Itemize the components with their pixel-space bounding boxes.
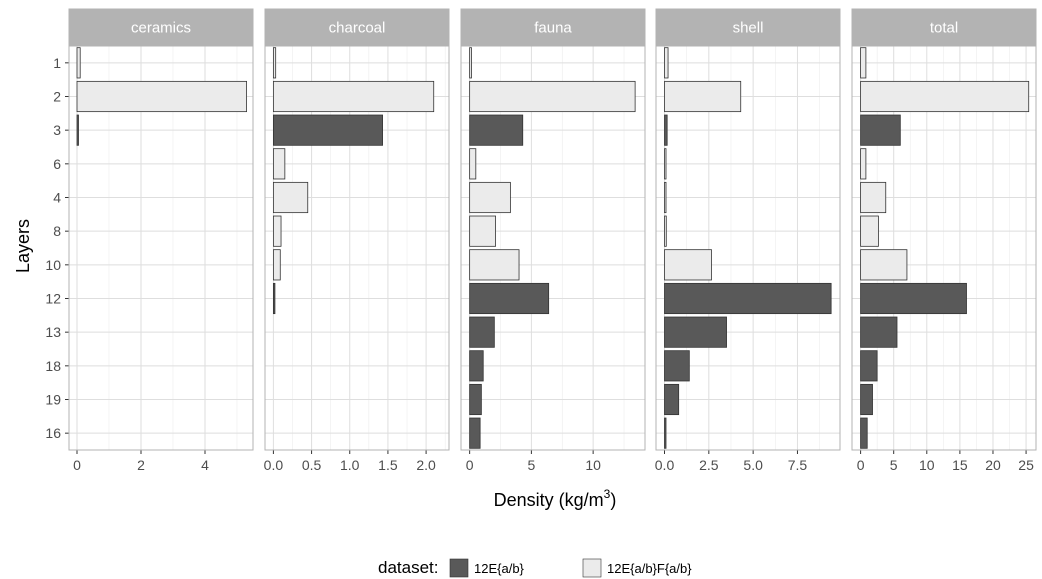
bar-charcoal-12 — [273, 283, 275, 313]
bar-fauna-12 — [470, 283, 549, 313]
bar-total-8 — [861, 216, 879, 246]
facet-panel-charcoal: charcoal 0.0 0.5 1.0 1.5 2.0 — [264, 9, 449, 473]
bar-charcoal-4 — [273, 182, 307, 212]
bar-fauna-8 — [470, 216, 496, 246]
y-tick-label: 2 — [53, 89, 61, 105]
x-tick-label: 2.5 — [699, 457, 719, 473]
facet-strip-label: fauna — [534, 20, 572, 37]
y-tick-label: 12 — [45, 291, 61, 307]
y-tick-label: 19 — [45, 392, 61, 408]
y-tick-label: 3 — [53, 122, 61, 138]
bar-charcoal-6 — [273, 149, 284, 179]
facet-strip-label: shell — [733, 20, 764, 37]
bar-charcoal-8 — [273, 216, 281, 246]
x-tick-label: 0 — [73, 457, 81, 473]
bar-total-16 — [861, 418, 868, 448]
bar-total-18 — [861, 351, 878, 381]
bar-shell-18 — [665, 351, 690, 381]
bar-charcoal-3 — [273, 115, 382, 145]
x-tick-label: 1.0 — [340, 457, 360, 473]
bar-total-1 — [861, 48, 866, 78]
bar-ceramics-1 — [77, 48, 80, 78]
x-tick-label: 25 — [1018, 457, 1034, 473]
x-tick-label: 5 — [890, 457, 898, 473]
x-tick-label: 1.5 — [378, 457, 398, 473]
bar-total-10 — [861, 250, 907, 280]
bar-fauna-3 — [470, 115, 523, 145]
y-tick-label: 16 — [45, 425, 61, 441]
y-tick-label: 6 — [53, 156, 61, 172]
facet-strip-label: total — [930, 20, 958, 37]
x-axis-title: Density (kg/m3) — [494, 487, 617, 510]
x-tick-label: 10 — [585, 457, 601, 473]
y-tick-label: 13 — [45, 324, 61, 340]
x-tick-label: 0 — [857, 457, 865, 473]
bar-ceramics-2 — [77, 81, 247, 111]
x-tick-label: 5.0 — [743, 457, 763, 473]
bar-total-19 — [861, 384, 873, 414]
bar-total-2 — [861, 81, 1029, 111]
bar-shell-6 — [665, 149, 667, 179]
bar-fauna-6 — [470, 149, 476, 179]
bar-shell-4 — [665, 182, 667, 212]
x-tick-label: 20 — [985, 457, 1001, 473]
y-axis-title: Layers — [13, 219, 33, 273]
bar-shell-10 — [665, 250, 712, 280]
bar-charcoal-10 — [273, 250, 280, 280]
x-tick-label: 7.5 — [788, 457, 808, 473]
y-tick-label: 10 — [45, 257, 61, 273]
bar-shell-2 — [665, 81, 741, 111]
y-tick-label: 18 — [45, 358, 61, 374]
bar-total-13 — [861, 317, 897, 347]
legend-key-12E — [450, 559, 468, 577]
x-tick-label: 10 — [919, 457, 935, 473]
x-tick-label: 0.0 — [264, 457, 284, 473]
facet-panel-ceramics: ceramics 0 2 4 — [69, 9, 253, 473]
bar-fauna-4 — [470, 182, 511, 212]
x-tick-label: 0.0 — [655, 457, 675, 473]
x-tick-label: 5 — [527, 457, 535, 473]
legend-title: dataset: — [378, 558, 439, 577]
bar-fauna-2 — [470, 81, 635, 111]
y-tick-label: 8 — [53, 223, 61, 239]
bar-charcoal-1 — [273, 48, 275, 78]
bar-fauna-10 — [470, 250, 519, 280]
bar-total-4 — [861, 182, 886, 212]
bar-fauna-19 — [470, 384, 482, 414]
y-tick-label: 1 — [53, 55, 61, 71]
legend-label-12E: 12E{a/b} — [474, 561, 525, 576]
x-tick-label: 4 — [201, 457, 209, 473]
bar-shell-1 — [665, 48, 669, 78]
y-tick-label: 4 — [53, 190, 61, 206]
facet-panel-total: total 0 5 10 15 20 25 — [852, 9, 1036, 473]
bar-shell-19 — [665, 384, 679, 414]
facet-panel-fauna: fauna 0 5 10 — [461, 9, 645, 473]
bar-ceramics-3 — [77, 115, 79, 145]
x-tick-label: 0.5 — [302, 457, 322, 473]
bar-fauna-1 — [470, 48, 472, 78]
bar-fauna-18 — [470, 351, 484, 381]
bar-shell-13 — [665, 317, 727, 347]
x-tick-label: 2.0 — [416, 457, 436, 473]
legend-key-12EF — [583, 559, 601, 577]
x-tick-label: 0 — [466, 457, 474, 473]
legend: dataset: 12E{a/b} 12E{a/b}F{a/b} — [378, 558, 692, 577]
x-tick-label: 2 — [137, 457, 145, 473]
bar-shell-3 — [665, 115, 668, 145]
bar-fauna-13 — [470, 317, 495, 347]
legend-label-12EF: 12E{a/b}F{a/b} — [607, 561, 692, 576]
bar-fauna-16 — [470, 418, 480, 448]
bar-total-6 — [861, 149, 866, 179]
bar-total-3 — [861, 115, 901, 145]
bar-total-12 — [861, 283, 967, 313]
facet-strip-label: ceramics — [131, 20, 191, 37]
x-tick-label: 15 — [952, 457, 968, 473]
bar-shell-16 — [665, 418, 667, 448]
bar-charcoal-2 — [273, 81, 433, 111]
bar-shell-12 — [665, 283, 832, 313]
bar-shell-8 — [665, 216, 667, 246]
facet-panel-shell: shell 0.0 2.5 5.0 7.5 — [655, 9, 840, 473]
facet-strip-label: charcoal — [329, 20, 386, 37]
